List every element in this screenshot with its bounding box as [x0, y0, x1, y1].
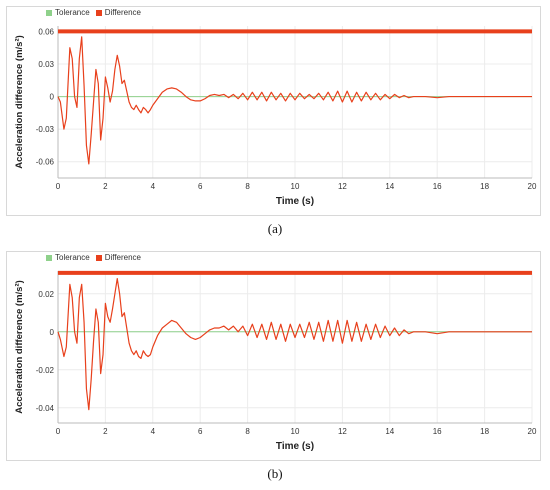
legend-swatch-tolerance: [46, 254, 52, 261]
x-tick-label: 18: [480, 182, 489, 191]
y-tick-label: -0.04: [36, 404, 55, 413]
chart-frame: [6, 251, 541, 461]
legend-label-tolerance: Tolerance: [55, 253, 90, 262]
legend-item-difference[interactable]: Difference: [95, 253, 142, 262]
x-tick-label: 16: [433, 182, 442, 191]
legend-item-tolerance[interactable]: Tolerance: [46, 253, 90, 262]
y-tick-label: -0.03: [36, 125, 55, 134]
x-tick-label: 10: [291, 182, 300, 191]
y-tick-label: 0.03: [38, 60, 54, 69]
y-axis-label: Acceleration difference (m/s²): [14, 280, 25, 414]
x-tick-label: 20: [528, 182, 537, 191]
legend-label-difference: Difference: [104, 253, 142, 262]
y-tick-label: 0.02: [38, 290, 54, 299]
x-tick-label: 18: [480, 427, 489, 436]
x-tick-label: 20: [528, 427, 537, 436]
x-tick-label: 14: [385, 182, 394, 191]
chart-panel-b: Tolerance Difference 0 2 4 6 8 10 12 14 16 18 20 -0…: [0, 245, 550, 490]
x-tick-label: 14: [385, 427, 394, 436]
y-tick-label: -0.06: [36, 158, 55, 167]
y-tick-label: 0: [50, 93, 55, 102]
chart-plot-a: 0 2 4 6 8 10 12 14 16 18 20 -0.06 -0.03 0 0.03 0.06 Time…: [14, 26, 537, 207]
x-tick-label: 10: [291, 427, 300, 436]
x-tick-label: 8: [245, 427, 250, 436]
panel-caption: (b): [267, 466, 283, 481]
chart-frame: [6, 6, 541, 216]
series-difference-line: [57, 36, 532, 165]
x-tick-label: 12: [338, 427, 347, 436]
x-tick-label: 8: [245, 182, 250, 191]
chart-panel-a: Tolerance Difference 0 2 4 6 8 10 12 14 16 18 20 -0…: [6, 6, 541, 236]
x-tick-label: 12: [338, 182, 347, 191]
x-tick-label: 2: [103, 427, 108, 436]
x-tick-label: 4: [151, 427, 156, 436]
legend-item-difference[interactable]: Difference: [95, 8, 142, 17]
series-difference-line: [57, 278, 532, 411]
x-axis-label: Time (s): [276, 196, 314, 207]
legend-swatch-difference: [95, 254, 102, 261]
chart-legend: Tolerance Difference: [46, 253, 141, 262]
panel-caption: (a): [267, 221, 283, 236]
chart-plot-b: 0 2 4 6 8 10 12 14 16 18 20 -0.04 -0.02 0 0.02 Time (s)…: [14, 270, 537, 452]
legend-label-tolerance: Tolerance: [55, 8, 90, 17]
x-tick-label: 16: [433, 427, 442, 436]
x-tick-label: 6: [198, 427, 203, 436]
chart-legend: Tolerance Difference: [46, 8, 141, 17]
x-tick-label: 0: [56, 427, 61, 436]
legend-label-difference: Difference: [104, 8, 142, 17]
x-tick-label: 4: [151, 182, 156, 191]
y-tick-label: -0.02: [36, 366, 55, 375]
x-tick-label: 2: [103, 182, 108, 191]
x-tick-label: 0: [56, 182, 61, 191]
y-tick-label: 0: [50, 328, 55, 337]
y-tick-label: 0.06: [38, 27, 54, 36]
legend-item-tolerance[interactable]: Tolerance: [46, 8, 90, 17]
x-axis-label: Time (s): [276, 441, 314, 452]
legend-swatch-tolerance: [46, 9, 52, 16]
y-axis-label: Acceleration difference (m/s²): [14, 35, 25, 169]
x-tick-label: 6: [198, 182, 203, 191]
legend-swatch-difference: [95, 9, 102, 16]
